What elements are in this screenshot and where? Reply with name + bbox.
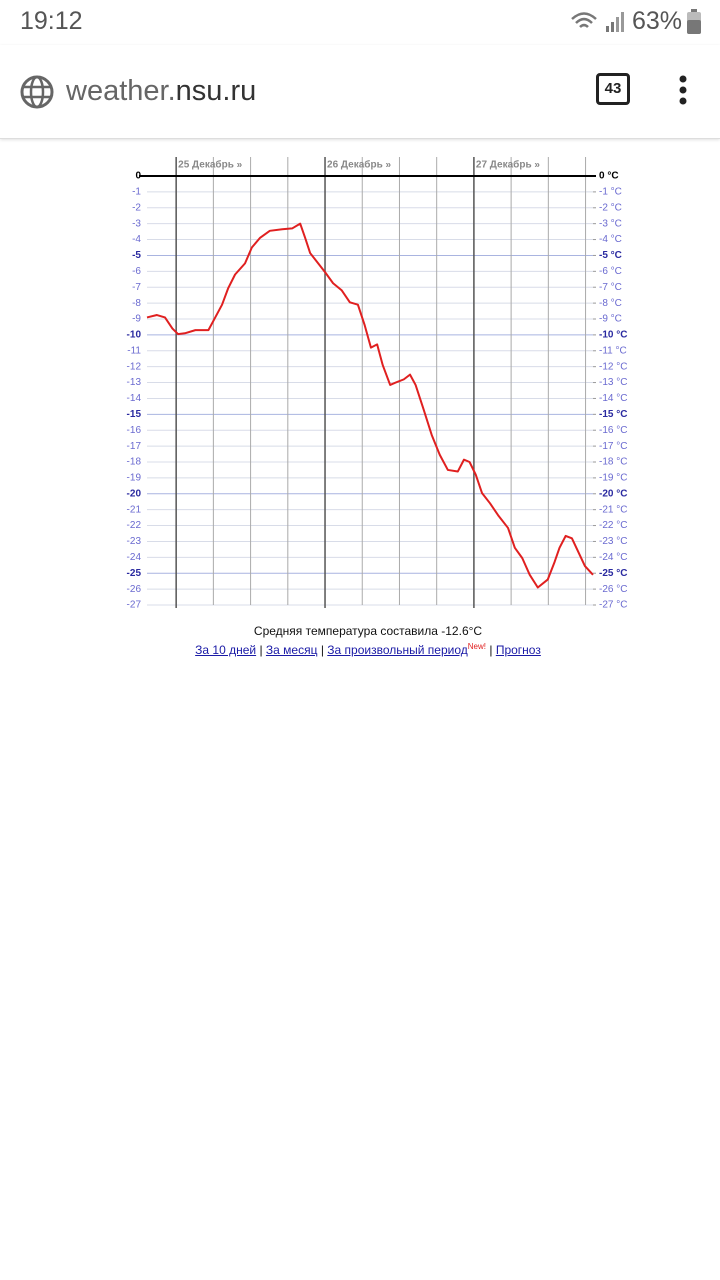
link[interactable]: За 10 дней bbox=[195, 643, 257, 657]
y-tick-label: 0 bbox=[135, 171, 141, 182]
y2-tick-label: -13 °C bbox=[599, 377, 627, 388]
y-tick-label: -15 bbox=[127, 409, 142, 420]
y-tick-label: -9 bbox=[132, 314, 141, 325]
y2-tick-label: -3 °C bbox=[599, 218, 622, 229]
url-host: nsu.ru bbox=[175, 75, 257, 107]
battery-level: 63% bbox=[631, 7, 682, 35]
y2-tick-label: -7 °C bbox=[599, 282, 622, 293]
x-tick-label: 27 Декабрь » bbox=[476, 159, 540, 171]
y2-tick-label: -5 °C bbox=[599, 250, 622, 261]
y-tick-label: -13 bbox=[127, 377, 142, 388]
link[interactable]: Прогноз bbox=[495, 643, 541, 657]
temperature-chart: 0 -1 -2 -3 -4 -5 -6 -7 -8 -9 -10 -11 -12 -13 -14 -15 -16… bbox=[127, 157, 627, 611]
y2-tick-label: -4 °C bbox=[599, 234, 622, 245]
y-tick-label: -5 bbox=[132, 250, 141, 261]
y2-tick-label: 0 °C bbox=[599, 171, 619, 182]
y-tick-label: -12 bbox=[127, 361, 142, 372]
y-tick-label: -8 bbox=[132, 298, 141, 309]
address-bar: weather.nsu.ru 43 bbox=[0, 45, 720, 139]
y-tick-label: -7 bbox=[132, 282, 141, 293]
y-tick-label: -16 bbox=[127, 425, 142, 436]
y2-tick-label: -26 °C bbox=[599, 584, 627, 595]
y-tick-label: -22 bbox=[127, 520, 142, 531]
link[interactable]: За произвольный период bbox=[327, 643, 468, 657]
y2-tick-label: -20 °C bbox=[599, 488, 627, 499]
y2-tick-label: -11 °C bbox=[599, 345, 627, 356]
y-tick-label: -27 bbox=[127, 600, 142, 611]
y-tick-label: -2 bbox=[132, 202, 141, 213]
average-text: Средняя температура составила -12.6°C bbox=[253, 624, 483, 638]
y2-tick-label: -24 °C bbox=[599, 552, 627, 563]
y-tick-label: -23 bbox=[127, 536, 142, 547]
signal-icons bbox=[571, 12, 624, 32]
y2-tick-label: -14 °C bbox=[599, 393, 627, 404]
y2-tick-label: -1 °C bbox=[599, 187, 622, 198]
separator: | bbox=[489, 643, 493, 657]
y-tick-label: -20 bbox=[127, 488, 142, 499]
separator: | bbox=[320, 643, 324, 657]
y-tick-label: -10 bbox=[127, 330, 142, 341]
y2-tick-label: -21 °C bbox=[599, 504, 627, 515]
x-tick-label: 26 Декабрь » bbox=[327, 159, 391, 171]
link[interactable]: За месяц bbox=[265, 643, 318, 657]
y-tick-label: -25 bbox=[127, 568, 142, 579]
y2-tick-label: -8 °C bbox=[599, 298, 622, 309]
temperature-line bbox=[146, 222, 594, 589]
y2-tick-label: -23 °C bbox=[599, 536, 627, 547]
new-badge: New! bbox=[467, 642, 486, 651]
y-tick-label: -4 bbox=[132, 234, 141, 245]
y2-tick-label: -27 °C bbox=[599, 600, 627, 611]
y2-tick-label: -17 °C bbox=[599, 441, 627, 452]
period-links: За 10 дней | За месяц | За произвольный … bbox=[0, 642, 720, 657]
y2-tick-label: -10 °C bbox=[599, 330, 627, 341]
url-subdomain: weather. bbox=[66, 75, 176, 107]
y2-tick-label: -22 °C bbox=[599, 520, 627, 531]
y2-tick-label: -16 °C bbox=[599, 425, 627, 436]
battery-icon bbox=[687, 9, 701, 34]
y2-tick-label: -9 °C bbox=[599, 314, 622, 325]
y-tick-label: -26 bbox=[127, 584, 142, 595]
y2-tick-label: -15 °C bbox=[599, 409, 627, 420]
tab-count[interactable]: 43 bbox=[596, 73, 630, 105]
y-tick-label: -1 bbox=[132, 187, 141, 198]
y-tick-label: -3 bbox=[132, 218, 141, 229]
y-tick-label: -18 bbox=[127, 457, 142, 468]
chart-footer: Средняя температура составила -12.6°C За… bbox=[0, 624, 720, 657]
y2-tick-label: -2 °C bbox=[599, 202, 622, 213]
y-tick-label: -24 bbox=[127, 552, 142, 563]
y-tick-label: -6 bbox=[132, 266, 141, 277]
y2-tick-label: -12 °C bbox=[599, 361, 627, 372]
y-tick-label: -21 bbox=[127, 504, 142, 515]
menu-button[interactable] bbox=[674, 75, 692, 109]
clock: 19:12 bbox=[20, 7, 83, 35]
url[interactable]: weather.nsu.ru bbox=[66, 75, 256, 108]
status-bar: 19:12 63% bbox=[0, 0, 720, 45]
y2-tick-label: -6 °C bbox=[599, 266, 622, 277]
separator: | bbox=[259, 643, 263, 657]
y-tick-label: -19 bbox=[127, 473, 142, 484]
y-tick-label: -11 bbox=[127, 345, 141, 356]
y2-tick-label: -25 °C bbox=[599, 568, 627, 579]
y-tick-label: -17 bbox=[127, 441, 142, 452]
y-tick-label: -14 bbox=[127, 393, 142, 404]
y2-tick-label: -19 °C bbox=[599, 473, 627, 484]
x-tick-label: 25 Декабрь » bbox=[178, 159, 242, 171]
globe-icon bbox=[20, 75, 54, 109]
y2-tick-label: -18 °C bbox=[599, 457, 627, 468]
